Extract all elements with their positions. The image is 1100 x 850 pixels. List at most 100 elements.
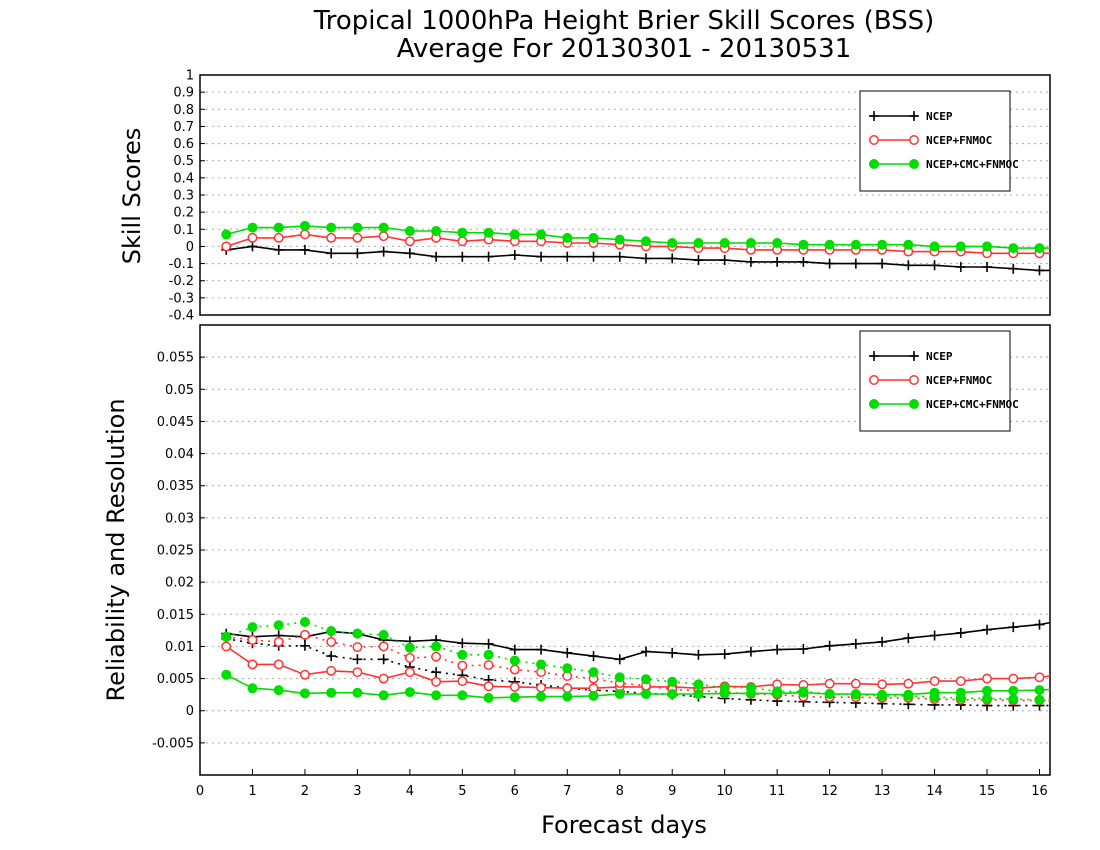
top-point-ncep-cmc-fnmoc [982, 241, 993, 252]
bottom-point-ncep-cmc-fnmoc-reliability [404, 642, 415, 653]
bottom-point-ncep-cmc-fnmoc-resolution [378, 690, 389, 701]
bottom-point-ncep-resolution [614, 654, 625, 665]
bottom-y-axis-label: Reliability and Resolution [102, 398, 130, 701]
bottom-point-ncep-resolution [982, 624, 993, 635]
bottom-point-ncep-cmc-fnmoc-reliability [299, 617, 310, 627]
x-tick-label: 12 [821, 784, 838, 799]
top-point-ncep [457, 251, 468, 262]
top-point-ncep [247, 241, 258, 252]
bottom-point-ncep-resolution [640, 646, 651, 657]
bottom-point-ncep-cmc-fnmoc-reliability [562, 663, 573, 674]
bottom-point-ncep-fnmoc-reliability [378, 641, 389, 652]
bottom-point-ncep-fnmoc-reliability [247, 635, 258, 645]
top-point-ncep [352, 248, 363, 259]
bottom-point-ncep-cmc-fnmoc-reliability [247, 622, 258, 633]
bottom-point-ncep-fnmoc-resolution [509, 681, 520, 692]
top-series-line-ncep [226, 245, 1050, 272]
bottom-point-ncep-fnmoc-resolution [378, 673, 389, 684]
bottom-point-ncep-reliability [299, 640, 310, 651]
top-point-ncep-cmc-fnmoc [614, 234, 625, 245]
bottom-point-ncep-fnmoc-reliability [509, 664, 520, 675]
bottom-point-ncep-cmc-fnmoc-reliability [1034, 694, 1045, 705]
bottom-point-ncep-fnmoc-resolution [824, 678, 835, 689]
top-y-tick-label: 1 [186, 69, 194, 84]
bottom-point-ncep-fnmoc-resolution [1034, 672, 1045, 683]
top-point-ncep-cmc-fnmoc [1008, 243, 1019, 254]
bottom-point-ncep-cmc-fnmoc-reliability [982, 693, 993, 704]
top-point-ncep [588, 251, 599, 262]
top-point-ncep-fnmoc [404, 236, 415, 247]
top-y-tick-label: -0.1 [169, 257, 194, 272]
bottom-point-ncep-resolution [850, 638, 861, 649]
top-point-ncep [982, 262, 993, 272]
top-point-ncep [877, 258, 888, 269]
bottom-point-ncep-resolution [745, 646, 756, 657]
skill-score-panel: 1 0.9 0.8 0.7 0.6 0.5 0.4 0.3 0.2 0.1 0 -0.1 -0.2 -0.… [169, 69, 1051, 324]
x-tick-label: 9 [668, 784, 676, 799]
top-y-tick-label: -0.3 [169, 291, 194, 306]
bottom-point-ncep-cmc-fnmoc-resolution [667, 689, 678, 699]
top-y-tick-label: 0.2 [173, 206, 194, 221]
legend-marker [909, 111, 919, 121]
legend-label: NCEP+FNMOC [926, 374, 992, 387]
bottom-point-ncep-cmc-fnmoc-resolution [404, 687, 415, 698]
top-y-tick-label: 0.5 [173, 154, 194, 169]
bottom-point-ncep-cmc-fnmoc-reliability [824, 689, 835, 699]
bottom-series-line-ncep-resolution [226, 621, 1050, 661]
top-point-ncep [614, 251, 625, 262]
legend-marker [869, 135, 879, 145]
bottom-point-ncep-resolution [798, 644, 809, 654]
top-point-ncep-cmc-fnmoc [955, 241, 966, 252]
bottom-y-tick-label: 0 [186, 704, 194, 719]
top-point-ncep-cmc-fnmoc [719, 238, 730, 248]
legend-label: NCEP+FNMOC [926, 134, 992, 147]
bottom-y-tick-label: -0.005 [152, 736, 194, 751]
top-point-ncep-cmc-fnmoc [247, 222, 258, 233]
bottom-point-ncep-resolution [1034, 619, 1045, 630]
bottom-y-tick-label: 0.045 [157, 415, 194, 430]
bottom-point-ncep-fnmoc-resolution [903, 678, 914, 689]
bottom-point-ncep-cmc-fnmoc-reliability [693, 679, 704, 690]
top-point-ncep-cmc-fnmoc [667, 238, 678, 248]
bottom-y-tick-label: 0.05 [165, 383, 194, 398]
bottom-point-ncep-cmc-fnmoc-reliability [221, 631, 232, 642]
bottom-point-ncep-fnmoc-resolution [877, 679, 888, 690]
bottom-point-ncep-fnmoc-resolution [929, 676, 940, 687]
bottom-point-ncep-fnmoc-resolution [1008, 673, 1019, 684]
bottom-point-ncep-cmc-fnmoc-reliability [772, 686, 783, 697]
bottom-point-ncep-cmc-fnmoc-reliability [640, 674, 651, 685]
x-tick-label: 4 [406, 784, 414, 799]
top-point-ncep-cmc-fnmoc [929, 241, 940, 252]
bottom-point-ncep-fnmoc-resolution [536, 682, 546, 693]
top-legend: NCEP NCEP+FNMOC NCEP+CMC+FNMOC [859, 90, 1019, 192]
bottom-point-ncep-fnmoc-resolution [982, 673, 992, 684]
top-point-ncep-cmc-fnmoc [850, 239, 861, 250]
bottom-point-ncep-cmc-fnmoc-resolution [536, 691, 547, 702]
legend-marker [909, 135, 919, 145]
x-tick-label: 15 [979, 784, 996, 799]
bottom-point-ncep-fnmoc-resolution [404, 667, 415, 678]
bottom-point-ncep-cmc-fnmoc-reliability [326, 626, 337, 636]
bottom-point-ncep-resolution [693, 649, 704, 660]
bottom-point-ncep-resolution [536, 644, 547, 655]
legend-marker [869, 399, 879, 409]
bottom-point-ncep-resolution [562, 647, 573, 658]
bottom-point-ncep-fnmoc-reliability [273, 636, 284, 647]
legend-marker [909, 351, 919, 361]
top-point-ncep [326, 248, 337, 259]
top-point-ncep-cmc-fnmoc [404, 226, 415, 236]
bottom-y-tick-label: 0.03 [165, 511, 194, 526]
top-point-ncep-cmc-fnmoc [431, 226, 442, 236]
x-tick-label: 2 [301, 784, 309, 799]
x-tick-label: 10 [716, 784, 733, 799]
bottom-point-ncep-fnmoc-reliability [483, 660, 494, 671]
bottom-point-ncep-cmc-fnmoc-reliability [719, 682, 730, 693]
bottom-point-ncep-cmc-fnmoc-resolution [247, 683, 258, 694]
top-y-tick-label: 0.6 [173, 137, 194, 152]
legend-marker [869, 159, 879, 169]
legend-marker [869, 111, 879, 121]
bottom-point-ncep-fnmoc-reliability [326, 636, 337, 647]
bottom-point-ncep-resolution [719, 649, 730, 660]
top-series-group [221, 220, 1050, 276]
x-tick-label: 0 [196, 784, 204, 799]
